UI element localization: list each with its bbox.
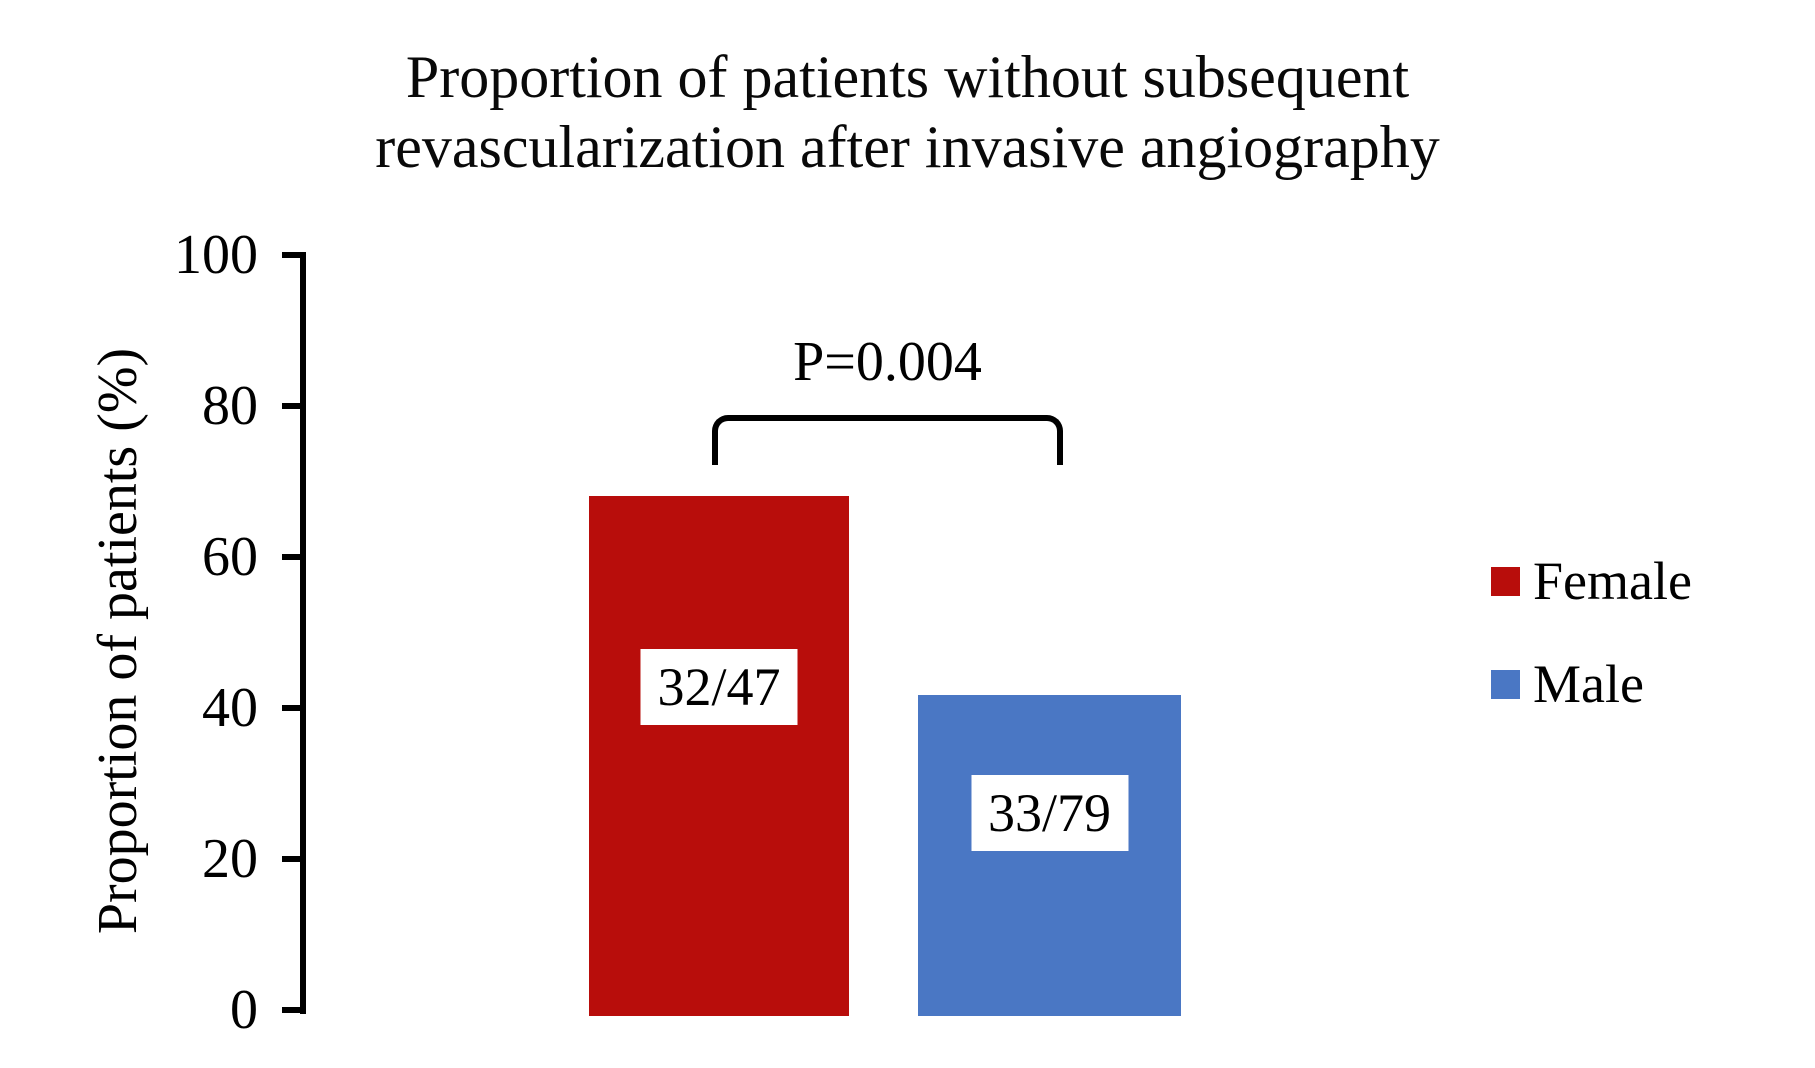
y-tick-label-0: 0 — [230, 979, 258, 1041]
legend-item-female: Female — [1491, 552, 1692, 610]
bar-female: 32/47 — [589, 496, 849, 1016]
legend-item-male: Male — [1491, 655, 1644, 713]
bar-male: 33/79 — [918, 695, 1181, 1016]
bar-label-male: 33/79 — [970, 775, 1129, 851]
bar-label-female: 32/47 — [640, 649, 798, 725]
y-tick-mark-60 — [282, 554, 304, 560]
p-value-label: P=0.004 — [793, 331, 982, 393]
y-tick-label-100: 100 — [174, 224, 258, 286]
y-tick-mark-0 — [282, 1007, 304, 1013]
legend-swatch-male — [1491, 669, 1520, 699]
legend-label-male: Male — [1533, 654, 1644, 714]
significance-bracket — [712, 415, 1063, 465]
y-tick-label-40: 40 — [202, 677, 258, 739]
y-tick-label-20: 20 — [202, 828, 258, 890]
legend-swatch-female — [1491, 566, 1520, 596]
chart-title: Proportion of patients without subsequen… — [0, 42, 1815, 182]
y-tick-mark-80 — [282, 403, 304, 409]
y-tick-label-80: 80 — [202, 375, 258, 437]
y-tick-mark-20 — [282, 856, 304, 862]
legend-label-female: Female — [1533, 551, 1692, 611]
y-tick-mark-100 — [282, 252, 304, 258]
chart-title-line2: revascularization after invasive angiogr… — [375, 114, 1440, 180]
y-axis-line — [300, 252, 306, 1014]
chart-title-line1: Proportion of patients without subsequen… — [405, 44, 1410, 110]
y-tick-mark-40 — [282, 705, 304, 711]
y-tick-label-60: 60 — [202, 526, 258, 588]
